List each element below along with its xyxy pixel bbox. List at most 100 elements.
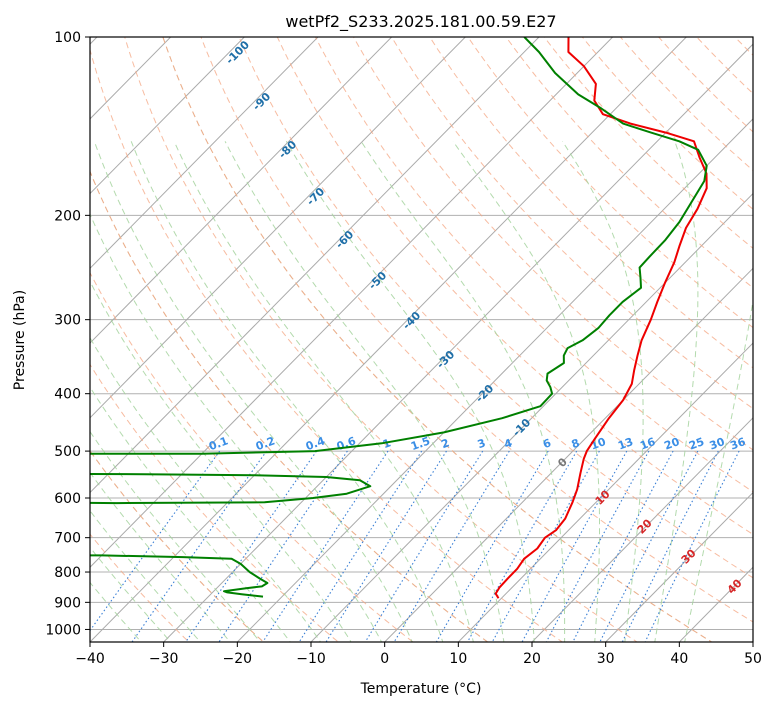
x-tick-label: −20 [223,651,253,667]
x-axis-title: Temperature (°C) [360,681,482,697]
dry-adiabat-line [90,450,265,642]
mixing-ratio-label: 2 [439,436,451,451]
isotherm-line [90,37,246,195]
x-tick-label: −40 [75,651,105,667]
dry-adiabat-line [90,533,190,642]
x-tick-label: 50 [744,651,762,667]
isotherm-line [90,37,319,270]
moist-adiabat-line [93,141,413,642]
isotherm-line [90,37,393,344]
mixing-ratio-line [599,450,699,642]
isotherm-line [604,491,753,642]
moist-adiabat-line [452,141,600,642]
mixing-ratio-label: 20 [662,435,681,453]
mixing-ratio-label: 0.1 [207,434,230,453]
mixing-ratio-label: 25 [687,435,706,452]
dry-adiabat-line [90,271,414,642]
y-tick-label: 500 [54,444,81,460]
moist-adiabat-line [562,141,644,642]
x-tick-label: 30 [597,651,615,667]
mixing-ratio-line [364,450,484,642]
y-tick-label: 600 [54,491,81,507]
x-tick-label: 10 [449,651,467,667]
moist-adiabat-line [654,141,699,642]
moist-adiabat-line [360,141,566,642]
y-tick-label: 1000 [45,622,81,638]
mixing-ratio-label: 13 [616,435,635,452]
dry-adiabat-line [467,37,753,329]
moist-adiabat-line [90,280,352,642]
mixing-ratio-label: 30 [708,435,727,453]
moist-adiabat-line [224,141,505,642]
isotherm-line [90,37,688,642]
x-axis-ticks: −40 −30 −20 −10 0 10 20 30 40 50 [75,642,762,667]
chart-title: wetPf2_S233.2025.181.00.59.E27 [285,12,556,32]
mixing-ratio-line [491,450,600,642]
dry-adiabat-line [391,37,753,410]
isotherm-line [90,37,540,494]
x-tick-label: −30 [149,651,179,667]
mixing-ratio-line [131,450,268,642]
mixing-ratio-line [621,450,719,642]
isotherm-line [162,43,753,642]
y-tick-label: 100 [54,30,81,46]
isotherm-line [90,37,172,120]
mixing-ratio-label: 1 [381,436,393,451]
mixing-ratio-label: 8 [570,436,582,451]
mixing-ratio-line [262,450,389,642]
x-tick-label: 0 [380,651,389,667]
y-tick-label: 300 [54,313,81,329]
mixing-ratio-label: 36 [728,435,747,453]
mixing-ratio-line [90,450,221,632]
y-axis-ticks: 100 200 300 400 500 600 700 800 900 1000 [45,30,90,638]
mixing-ratio-line [298,450,423,642]
moist-adiabat-line [90,471,231,642]
y-tick-label: 800 [54,565,81,581]
isotherms [90,37,753,642]
isotherm-line [90,37,467,419]
isotherm-line [236,118,753,642]
mixing-ratio-line [644,450,740,642]
mixing-ratio-line [572,450,674,642]
dry-adiabats [90,37,753,642]
mixing-ratio-label: 16 [638,435,657,453]
temperature-profile [494,37,708,599]
mixing-ratio-label: 0.4 [304,434,327,453]
x-tick-label: 20 [523,651,541,667]
moist-adiabat-line [90,430,261,642]
mixing-ratio-line [393,450,510,642]
moist-adiabat-line [90,386,291,642]
moist-adiabat-line [90,581,142,642]
mixing-ratio-label: 4 [502,436,514,451]
isotherm-line [383,267,753,642]
x-tick-label: 40 [670,651,688,667]
mixing-ratio-line [185,450,317,642]
isotherm-line [310,192,753,642]
dry-adiabat-line [200,37,753,623]
moist-adiabats [90,141,753,642]
moist-adiabat-line [285,141,535,642]
mixing-ratio-label: 1.5 [409,434,432,453]
dewpoint-profile [90,37,708,598]
y-tick-label: 700 [54,531,81,547]
x-tick-label: −10 [296,651,326,667]
isotherm-line [531,417,753,642]
isotherm-line [90,37,614,568]
pressure-gridlines [90,37,753,630]
y-tick-label: 900 [54,595,81,611]
mixing-ratio-label: 6 [541,436,553,451]
mixing-ratio-label: 3 [476,436,488,451]
y-tick-label: 400 [54,387,81,403]
moist-adiabat-line [684,297,753,642]
dry-adiabat-line [90,48,564,642]
mixing-ratio-line [435,450,549,642]
y-tick-label: 200 [54,208,81,224]
sounding-profiles [90,37,708,599]
dry-adiabat-line [429,37,753,369]
moist-adiabat-line [90,212,383,642]
mixing-ratio-label: 0.2 [254,434,277,453]
dry-adiabat-line [90,170,489,642]
moist-adiabat-line [90,546,172,642]
